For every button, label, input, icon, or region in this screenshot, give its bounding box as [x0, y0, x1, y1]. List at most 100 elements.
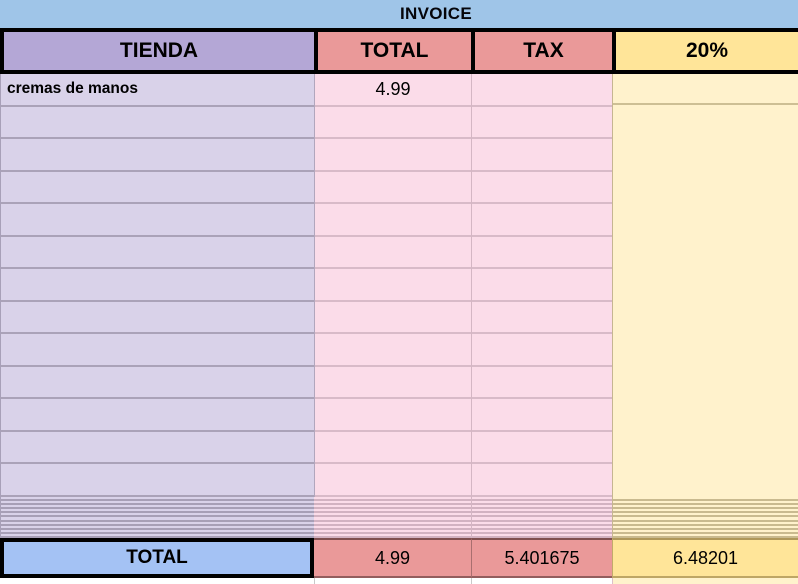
- footer-total-value-cell[interactable]: 4.99: [314, 538, 471, 578]
- tienda-empty-cell[interactable]: [1, 204, 314, 237]
- table-body: cremas de manos 4.99: [0, 74, 798, 497]
- compressed-row: [472, 505, 612, 510]
- footer-pct-value-cell[interactable]: 6.48201: [612, 538, 798, 578]
- compressed-row: [314, 505, 471, 510]
- compressed-pct-column: [612, 497, 798, 538]
- compressed-row: [1, 517, 314, 522]
- tienda-empty-cell[interactable]: [1, 464, 314, 497]
- total-empty-cell[interactable]: [315, 172, 471, 205]
- tax-empty-cell[interactable]: [472, 367, 612, 400]
- compressed-row: [314, 513, 471, 518]
- tienda-empty-cell[interactable]: [1, 432, 314, 465]
- total-column: 4.99: [314, 74, 471, 497]
- compressed-row: [314, 509, 471, 514]
- pct-first-cell[interactable]: [613, 74, 798, 105]
- tienda-empty-cell[interactable]: [1, 399, 314, 432]
- footer-tax-value-cell[interactable]: 5.401675: [471, 538, 612, 578]
- tax-empty-cell[interactable]: [472, 399, 612, 432]
- compressed-row: [613, 513, 798, 518]
- total-empty-cell[interactable]: [315, 204, 471, 237]
- compressed-row: [613, 530, 798, 534]
- compressed-row: [472, 517, 612, 522]
- total-value-cell[interactable]: 4.99: [315, 74, 471, 107]
- tax-empty-cell[interactable]: [472, 269, 612, 302]
- total-empty-cell[interactable]: [315, 464, 471, 497]
- compressed-rows-area: [0, 497, 798, 538]
- invoice-title: INVOICE: [399, 4, 472, 23]
- bottom-strip-cell: [0, 578, 314, 584]
- tienda-item-cell[interactable]: cremas de manos: [1, 74, 314, 107]
- compressed-row: [472, 501, 612, 506]
- total-empty-cell[interactable]: [315, 269, 471, 302]
- compressed-row: [1, 501, 314, 506]
- compressed-tax-column: [471, 497, 612, 538]
- compressed-row: [1, 513, 314, 518]
- pct-merged-cell[interactable]: [613, 105, 798, 498]
- header-cell-20pct[interactable]: 20%: [612, 32, 798, 70]
- compressed-row: [1, 526, 314, 530]
- compressed-row: [472, 522, 612, 526]
- compressed-row: [1, 505, 314, 510]
- tax-empty-cell[interactable]: [472, 172, 612, 205]
- tienda-column: cremas de manos: [0, 74, 314, 497]
- compressed-row: [472, 513, 612, 518]
- compressed-row: [314, 534, 471, 538]
- compressed-row: [472, 534, 612, 538]
- compressed-row: [314, 530, 471, 534]
- compressed-row: [1, 509, 314, 514]
- tax-empty-cell[interactable]: [472, 74, 612, 107]
- tax-empty-cell[interactable]: [472, 107, 612, 140]
- tienda-empty-cell[interactable]: [1, 334, 314, 367]
- compressed-row: [613, 534, 798, 538]
- compressed-row: [314, 497, 471, 502]
- tienda-empty-cell[interactable]: [1, 367, 314, 400]
- tienda-empty-cell[interactable]: [1, 107, 314, 140]
- compressed-row: [613, 526, 798, 530]
- compressed-row: [472, 497, 612, 502]
- compressed-row: [1, 530, 314, 534]
- compressed-row: [314, 517, 471, 522]
- compressed-row: [613, 505, 798, 510]
- tax-empty-cell[interactable]: [472, 464, 612, 497]
- footer-total-label-cell[interactable]: TOTAL: [0, 538, 314, 578]
- tax-empty-cell[interactable]: [472, 237, 612, 270]
- total-empty-cell[interactable]: [315, 367, 471, 400]
- compressed-row: [1, 534, 314, 538]
- total-empty-cell[interactable]: [315, 334, 471, 367]
- tienda-empty-cell[interactable]: [1, 302, 314, 335]
- invoice-title-bar: INVOICE: [0, 0, 798, 28]
- compressed-row: [1, 522, 314, 526]
- compressed-row: [1, 497, 314, 502]
- compressed-row: [613, 517, 798, 522]
- total-empty-cell[interactable]: [315, 302, 471, 335]
- tax-empty-cell[interactable]: [472, 432, 612, 465]
- tienda-empty-cell[interactable]: [1, 237, 314, 270]
- tax-empty-cell[interactable]: [472, 334, 612, 367]
- header-cell-total[interactable]: TOTAL: [314, 32, 471, 70]
- tax-empty-cell[interactable]: [472, 139, 612, 172]
- grand-total-row: TOTAL 4.99 5.401675 6.48201: [0, 538, 798, 578]
- tienda-empty-cell[interactable]: [1, 269, 314, 302]
- header-cell-tienda[interactable]: TIENDA: [0, 32, 314, 70]
- total-empty-cell[interactable]: [315, 139, 471, 172]
- total-empty-cell[interactable]: [315, 107, 471, 140]
- tax-column: [471, 74, 612, 497]
- compressed-row: [472, 509, 612, 514]
- tienda-empty-cell[interactable]: [1, 172, 314, 205]
- compressed-row: [613, 501, 798, 506]
- tax-empty-cell[interactable]: [472, 204, 612, 237]
- compressed-row: [613, 509, 798, 514]
- total-empty-cell[interactable]: [315, 399, 471, 432]
- bottom-strip-cell: [612, 578, 798, 584]
- tienda-empty-cell[interactable]: [1, 139, 314, 172]
- compressed-row: [314, 522, 471, 526]
- tax-empty-cell[interactable]: [472, 302, 612, 335]
- total-empty-cell[interactable]: [315, 237, 471, 270]
- compressed-row: [613, 497, 798, 502]
- compressed-row: [472, 530, 612, 534]
- total-empty-cell[interactable]: [315, 432, 471, 465]
- compressed-row: [472, 526, 612, 530]
- header-cell-tax[interactable]: TAX: [471, 32, 612, 70]
- pct-column: [612, 74, 798, 497]
